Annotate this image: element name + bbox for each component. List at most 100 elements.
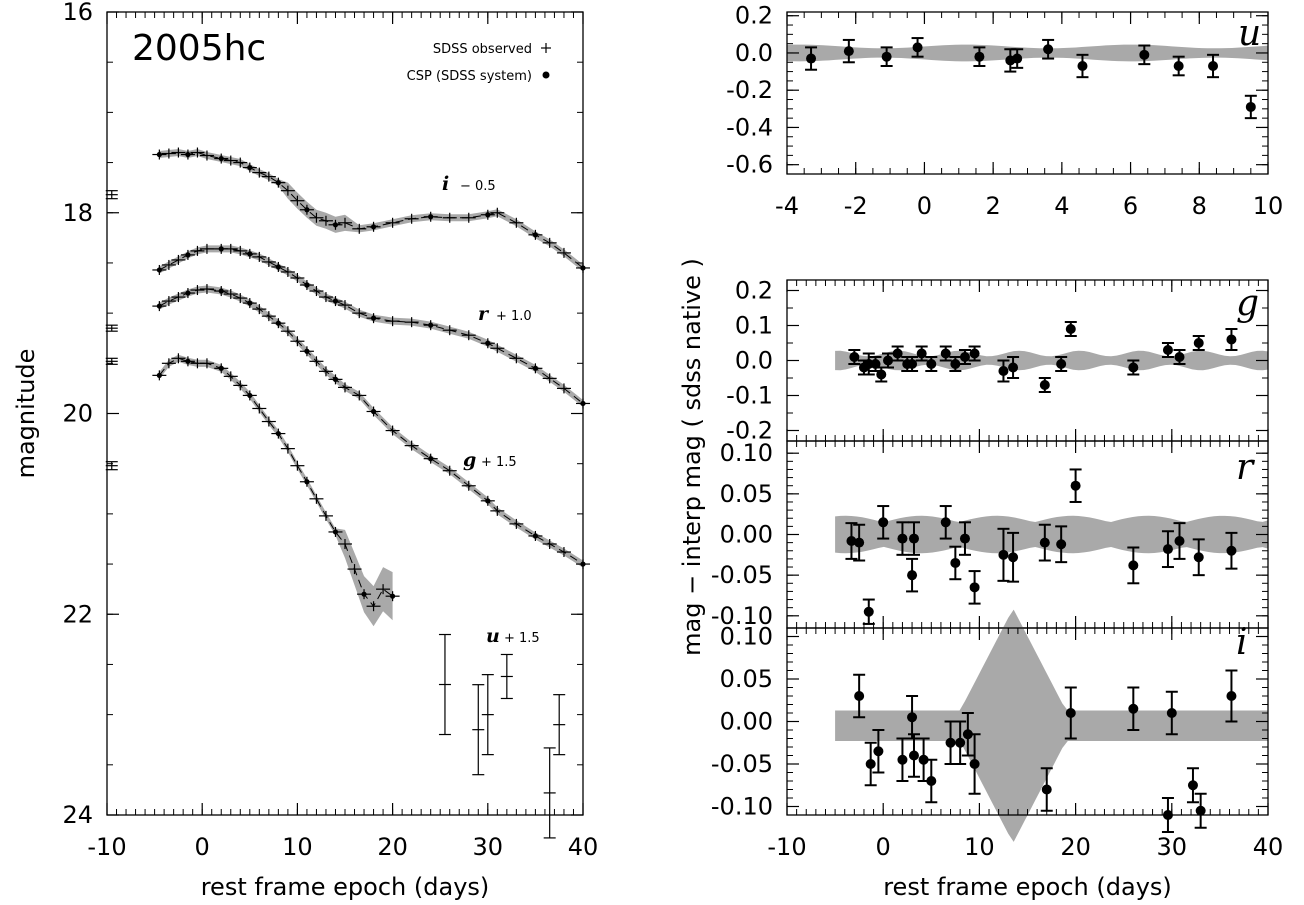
csp-dot-marker — [532, 232, 539, 238]
data-point — [997, 527, 1010, 582]
data-marker — [1039, 537, 1050, 548]
observation — [190, 285, 205, 296]
observation — [480, 495, 495, 506]
legend-label: SDSS observed — [433, 42, 532, 57]
observation — [309, 286, 324, 297]
observation — [190, 147, 205, 158]
band-letter: g — [463, 449, 476, 471]
legend-dot-marker — [542, 71, 550, 79]
observation — [385, 217, 400, 228]
data-point — [882, 352, 895, 369]
csp-dot-marker — [428, 322, 434, 328]
y-tick-label: 18 — [62, 199, 93, 227]
observation — [442, 325, 457, 336]
band-letter: u — [1238, 13, 1261, 54]
observation — [171, 147, 186, 158]
observation — [152, 301, 167, 312]
data-marker — [1193, 338, 1204, 348]
observation — [171, 254, 186, 265]
data-point — [880, 46, 893, 67]
data-point — [1007, 356, 1020, 379]
observation — [199, 150, 214, 161]
observation — [385, 425, 400, 436]
y-tick-label: 0.10 — [720, 623, 773, 651]
data-point — [949, 356, 962, 372]
data-point — [1165, 690, 1178, 736]
data-point — [907, 521, 920, 556]
plot-frame — [106, 11, 584, 816]
csp-dot-marker — [304, 348, 310, 354]
data-point — [877, 505, 890, 540]
csp-dot-marker — [156, 267, 162, 273]
data-marker — [1166, 708, 1177, 718]
series-r — [152, 243, 590, 409]
observation — [252, 403, 267, 414]
csp-dot-marker — [218, 288, 224, 294]
data-point — [1225, 531, 1238, 570]
data-marker — [897, 533, 908, 544]
observation — [318, 215, 333, 226]
data-point — [939, 505, 952, 540]
data-point — [915, 345, 928, 362]
observation — [261, 311, 276, 322]
x-tick-label: 0 — [195, 833, 210, 861]
csp-dot-marker — [332, 529, 339, 535]
observation — [105, 324, 118, 332]
data-marker — [974, 51, 985, 62]
observation — [233, 380, 248, 391]
observation — [261, 416, 276, 427]
observation — [261, 256, 276, 267]
observation — [423, 211, 438, 222]
csp-dot-marker — [185, 151, 191, 158]
data-marker — [1193, 552, 1204, 563]
data-marker — [916, 348, 927, 359]
csp-dot-marker — [275, 430, 281, 437]
observation — [280, 326, 295, 337]
x-tick-label: 6 — [1123, 192, 1138, 220]
observation — [404, 317, 419, 328]
data-point — [1042, 38, 1055, 60]
data-marker — [881, 51, 892, 62]
data-marker — [940, 517, 951, 528]
data-marker — [1208, 61, 1219, 71]
model-uncertainty-band — [159, 245, 584, 407]
csp-dot-marker — [532, 533, 539, 539]
observation — [438, 633, 451, 736]
observation — [553, 694, 566, 756]
observation — [318, 292, 333, 303]
data-point — [891, 345, 904, 362]
csp-dot-marker — [485, 340, 491, 346]
observation — [252, 304, 267, 315]
observation — [309, 356, 324, 367]
light-curve-panel: -10 0 10 20 30 40 16 18 20 22 24 rest frame epoch (… — [12, 0, 598, 901]
csp-dot-marker — [185, 358, 191, 364]
observation — [338, 382, 352, 393]
data-point — [872, 729, 885, 774]
y-tick-label: 24 — [62, 801, 93, 829]
data-marker — [1162, 544, 1173, 555]
y-tick-label: 0.10 — [720, 439, 773, 467]
observation — [180, 249, 195, 260]
csp-dot-marker — [332, 298, 339, 304]
model-uncertainty-band — [159, 354, 393, 627]
observation — [404, 440, 419, 451]
data-point — [939, 345, 952, 362]
data-point — [896, 521, 909, 556]
observation — [461, 330, 476, 341]
x-tick-label: -2 — [844, 192, 868, 220]
x-axis-title: rest frame epoch (days) — [883, 873, 1172, 901]
data-marker — [962, 729, 973, 740]
data-marker — [926, 359, 937, 369]
data-marker — [998, 366, 1009, 376]
y-tick-label: 20 — [62, 400, 93, 428]
data-point — [1007, 531, 1020, 583]
model-curve — [159, 288, 584, 565]
observation — [528, 530, 543, 541]
csp-dot-marker — [370, 315, 377, 321]
data-marker — [998, 549, 1009, 560]
observation — [556, 547, 571, 558]
observation — [328, 526, 343, 537]
band-offset-label: − 0.5 — [460, 179, 496, 194]
observation — [171, 353, 186, 364]
observation — [404, 213, 419, 224]
